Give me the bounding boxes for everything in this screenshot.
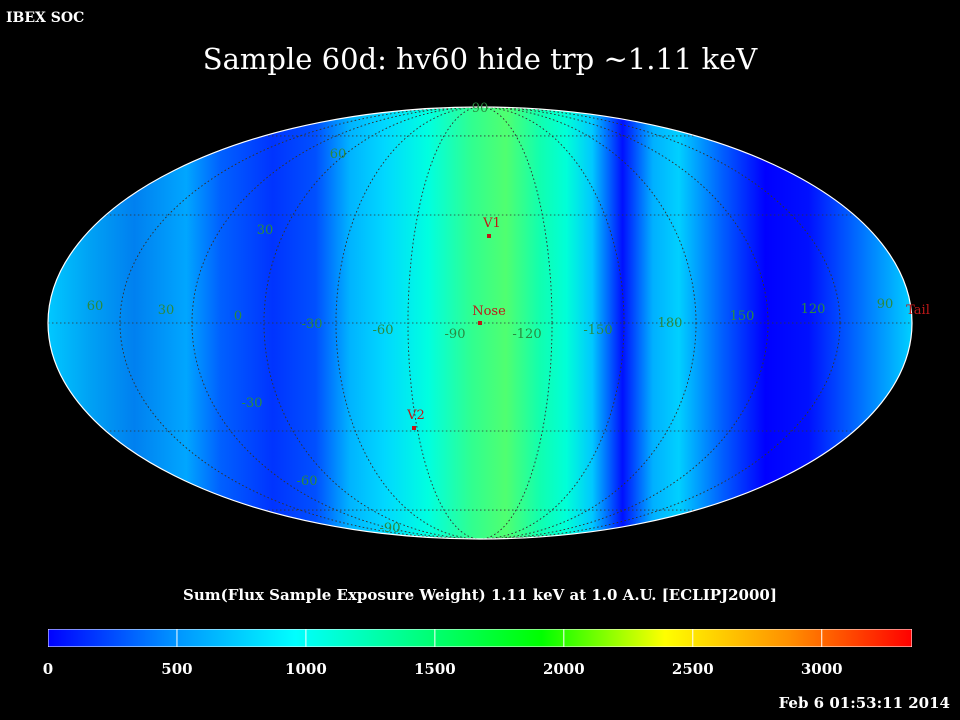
lon-label: 180 (658, 316, 683, 331)
lon-label: 150 (730, 309, 755, 324)
marker-v2-label: V2 (406, 408, 425, 423)
colorbar-tick-label: 2000 (542, 660, 585, 678)
colorbar-tick-label: 1500 (413, 660, 456, 678)
colorbar-tick-label: 3000 (800, 660, 843, 678)
timestamp: Feb 6 01:53:11 2014 (778, 694, 950, 712)
colorbar-tick-labels: 0 500 1000 1500 2000 2500 3000 (0, 660, 960, 680)
marker-v2-dot (412, 426, 416, 430)
lon-label: -120 (512, 327, 541, 342)
sky-map: 60 30 0 -30 -60 -90 -120 -150 180 150 12… (47, 101, 930, 540)
lon-label: -90 (445, 327, 466, 342)
lon-label: -150 (583, 323, 612, 338)
lon-label: 120 (801, 302, 826, 317)
colorbar-svg (47, 628, 913, 648)
lat-label: 30 (257, 223, 274, 238)
marker-nose-dot (478, 321, 482, 325)
lat-label: 60 (330, 147, 347, 162)
marker-v1-label: V1 (482, 216, 501, 231)
lat-label: -90 (380, 521, 401, 536)
lon-label: 90 (877, 297, 894, 312)
lat-label: -60 (297, 474, 318, 489)
colorbar (47, 628, 913, 648)
lon-label: -30 (302, 317, 323, 332)
lon-label: 60 (87, 299, 104, 314)
lat-label: -30 (242, 396, 263, 411)
colorbar-tick-label: 0 (42, 660, 54, 678)
map-outline (47, 106, 913, 540)
colorbar-tick-label: 1000 (285, 660, 327, 678)
lon-label: 30 (158, 303, 175, 318)
lon-label: -60 (373, 323, 394, 338)
marker-tail-label: Tail (906, 303, 930, 318)
page-title: Sample 60d: hv60 hide trp ~1.11 keV (202, 42, 758, 76)
colorbar-title: Sum(Flux Sample Exposure Weight) 1.11 ke… (183, 586, 777, 604)
lon-label: 0 (234, 309, 242, 324)
lat-label: 90 (472, 101, 489, 116)
colorbar-tick-label: 500 (161, 660, 193, 678)
colorbar-tick-label: 2500 (671, 660, 714, 678)
marker-nose-label: Nose (472, 304, 506, 319)
sky-map-svg: 60 30 0 -30 -60 -90 -120 -150 180 150 12… (47, 101, 930, 540)
app-label: IBEX SOC (6, 10, 85, 26)
marker-v1-dot (487, 234, 491, 238)
